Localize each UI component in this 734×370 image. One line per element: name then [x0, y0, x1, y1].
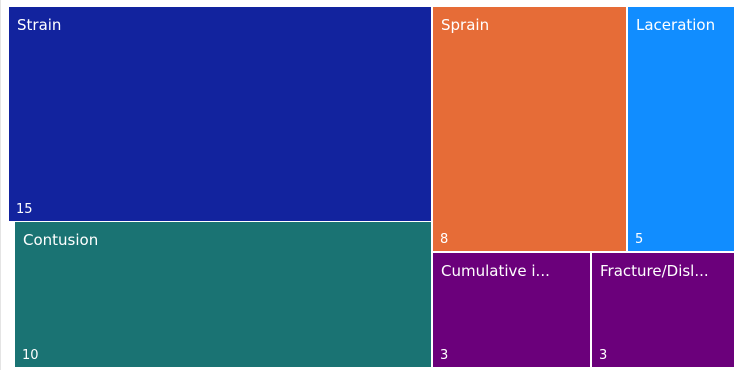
tile-value: 3	[599, 348, 608, 363]
tile-value: 15	[16, 202, 33, 217]
treemap-tile-sprain[interactable]: Sprain 8	[433, 7, 626, 251]
treemap-tile-laceration[interactable]: Laceration 5	[628, 7, 734, 251]
treemap-tile-contusion[interactable]: Contusion 10	[15, 222, 431, 367]
tile-value: 10	[22, 348, 39, 363]
tile-label: Cumulative i...	[441, 262, 550, 280]
tile-value: 8	[440, 232, 449, 247]
treemap-tile-strain[interactable]: Strain 15	[9, 7, 431, 221]
tile-value: 5	[635, 232, 644, 247]
tile-value: 3	[440, 348, 449, 363]
tile-label: Contusion	[23, 231, 99, 249]
tile-label: Strain	[17, 16, 62, 34]
tile-label: Laceration	[636, 16, 716, 34]
treemap-tile-fracture-dislocation[interactable]: Fracture/Disl... 3	[592, 253, 734, 367]
tile-label: Fracture/Disl...	[600, 262, 709, 280]
treemap-tile-cumulative-injury[interactable]: Cumulative i... 3	[433, 253, 590, 367]
tile-label: Sprain	[441, 16, 490, 34]
